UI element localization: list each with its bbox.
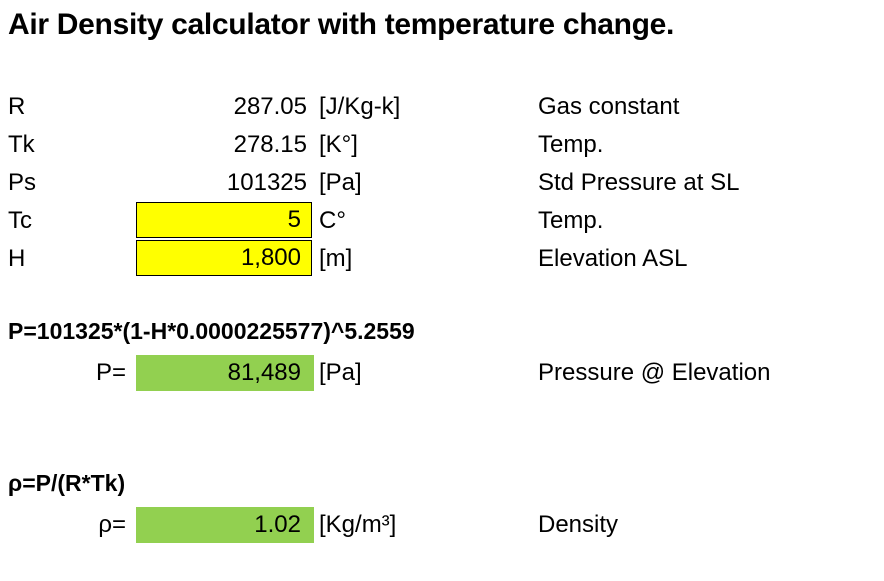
density-result-cell[interactable] xyxy=(136,507,314,543)
value-tc[interactable]: 5 xyxy=(287,206,301,233)
unit-tc: C° xyxy=(319,207,346,234)
desc-tk: Temp. xyxy=(538,131,604,158)
value-ps[interactable]: 101325 xyxy=(226,169,307,196)
value-r[interactable]: 287.05 xyxy=(233,93,307,120)
unit-tk: [K°] xyxy=(319,131,358,158)
density-value[interactable]: 1.02 xyxy=(254,511,301,538)
label-r: R xyxy=(8,93,26,120)
unit-ps: [Pa] xyxy=(319,169,362,196)
unit-h: [m] xyxy=(319,245,353,272)
value-tk[interactable]: 278.15 xyxy=(233,131,307,158)
pressure-unit: [Pa] xyxy=(319,359,362,386)
page-title: Air Density calculator with temperature … xyxy=(8,8,675,41)
input-cell-tc[interactable] xyxy=(136,202,312,238)
label-tk: Tk xyxy=(8,131,35,158)
desc-ps: Std Pressure at SL xyxy=(538,169,740,196)
density-unit: [Kg/m³] xyxy=(319,511,397,538)
value-h[interactable]: 1,800 xyxy=(240,244,301,271)
unit-r: [J/Kg-k] xyxy=(319,93,401,120)
label-tc: Tc xyxy=(8,207,32,234)
pressure-label: P= xyxy=(95,359,126,386)
pressure-value[interactable]: 81,489 xyxy=(227,359,301,386)
density-formula: ρ=P/(R*Tk) xyxy=(8,470,126,496)
pressure-result-cell[interactable] xyxy=(136,355,314,391)
desc-tc: Temp. xyxy=(538,207,604,234)
pressure-formula: P=101325*(1-H*0.0000225577)^5.2559 xyxy=(8,318,415,344)
pressure-desc: Pressure @ Elevation xyxy=(538,359,771,386)
density-label: ρ= xyxy=(98,511,126,538)
desc-r: Gas constant xyxy=(538,93,680,120)
label-ps: Ps xyxy=(8,169,37,196)
label-h: H xyxy=(8,245,26,272)
desc-h: Elevation ASL xyxy=(538,245,688,272)
input-cell-h[interactable] xyxy=(136,240,312,276)
density-desc: Density xyxy=(538,511,619,538)
